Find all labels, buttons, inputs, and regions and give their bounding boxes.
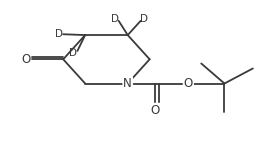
Text: D: D [140, 14, 149, 24]
Text: D: D [69, 48, 77, 58]
Text: D: D [111, 14, 119, 24]
Text: O: O [150, 104, 159, 117]
Text: D: D [55, 29, 63, 39]
Text: O: O [21, 53, 30, 66]
Text: N: N [123, 77, 132, 90]
Text: O: O [184, 77, 193, 90]
